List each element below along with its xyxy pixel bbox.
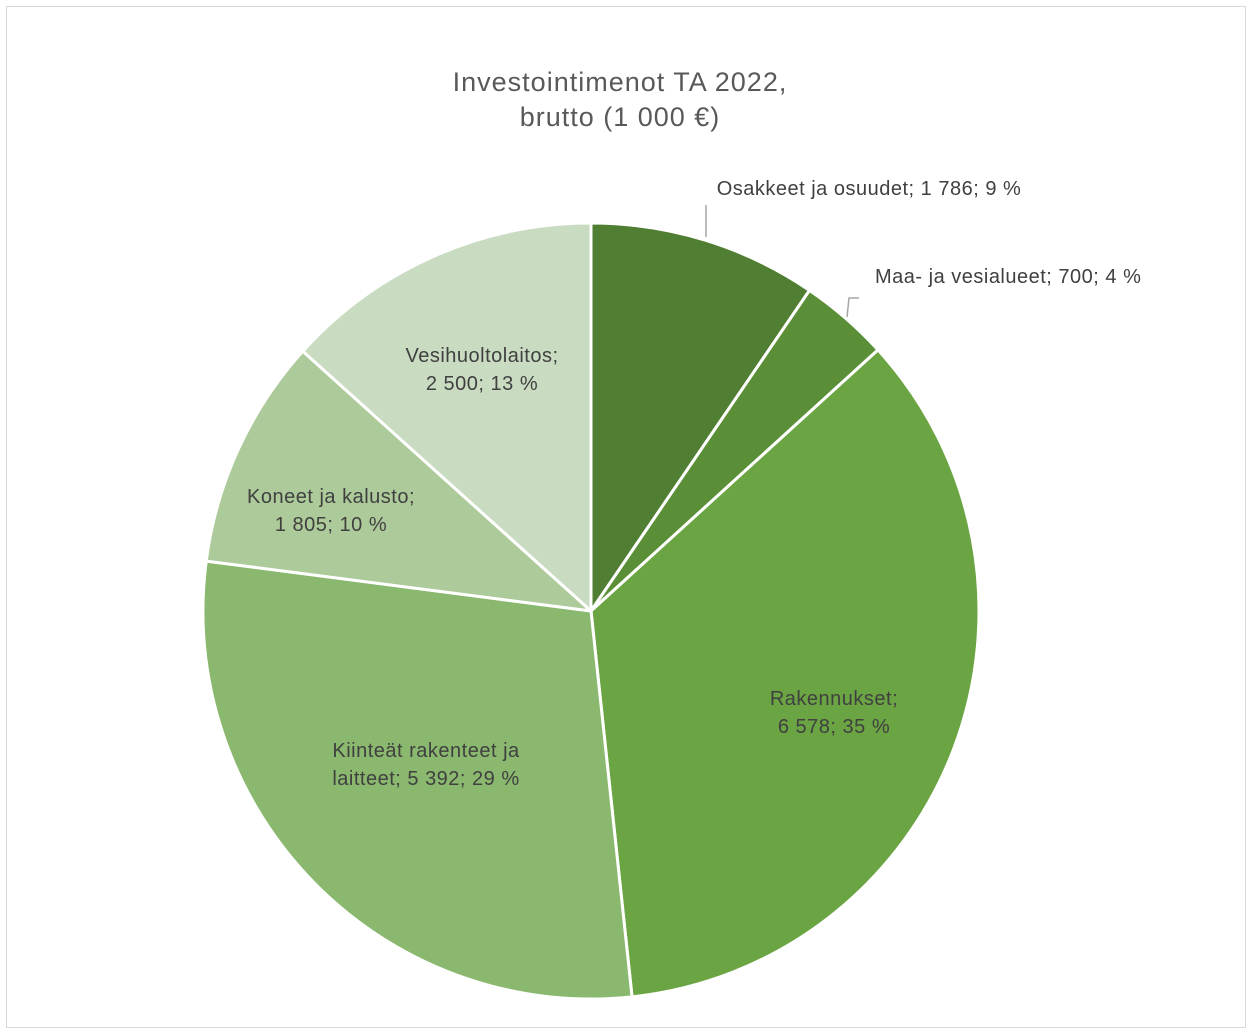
data-label-1-line-1: Osakkeet ja osuudet; 1 786; 9 % — [717, 178, 1022, 200]
data-label-3-line-2: 6 578; 35 % — [778, 716, 890, 738]
data-label-4: Kiinteät rakenteet ja laitteet; 5 392; 29… — [332, 740, 520, 790]
data-label-4-line-2: laitteet; 5 392; 29 % — [332, 768, 519, 790]
chart-title-line-1: Investointimenot TA 2022, — [452, 67, 788, 97]
pie-slice-4 — [201, 559, 634, 1001]
data-label-5-line-2: 1 805; 10 % — [275, 514, 387, 536]
pie-slice-3 — [589, 348, 981, 999]
data-label-5-line-1: Koneet ja kalusto; — [247, 486, 415, 508]
pie-slice-6 — [301, 221, 593, 613]
chart-title: Investointimenot TA 2022, brutto (1 000 … — [7, 65, 1233, 135]
pie-chart: Osakkeet ja osuudet; 1 786; 9 % Maa- ja v… — [201, 178, 1141, 1001]
pie-slice-1 — [589, 221, 811, 613]
data-label-3-line-1: Rakennukset; — [770, 688, 898, 710]
leader-line-2 — [846, 297, 859, 318]
data-label-6-line-1: Vesihuoltolaitos; — [405, 345, 558, 367]
chart-title-line-2: brutto (1 000 €) — [519, 102, 721, 132]
data-label-4-line-1: Kiinteät rakenteet ja — [332, 740, 520, 762]
chart-frame: Investointimenot TA 2022, brutto (1 000 … — [6, 6, 1246, 1028]
data-label-6: Vesihuoltolaitos; 2 500; 13 % — [405, 345, 558, 395]
data-label-5: Koneet ja kalusto; 1 805; 10 % — [247, 486, 415, 536]
data-label-1: Osakkeet ja osuudet; 1 786; 9 % — [717, 178, 1022, 200]
data-label-3: Rakennukset; 6 578; 35 % — [770, 688, 898, 738]
pie-slice-5 — [204, 349, 593, 613]
data-label-6-line-2: 2 500; 13 % — [426, 373, 538, 395]
data-label-2: Maa- ja vesialueet; 700; 4 % — [875, 266, 1141, 288]
data-label-2-line-1: Maa- ja vesialueet; 700; 4 % — [875, 266, 1141, 288]
